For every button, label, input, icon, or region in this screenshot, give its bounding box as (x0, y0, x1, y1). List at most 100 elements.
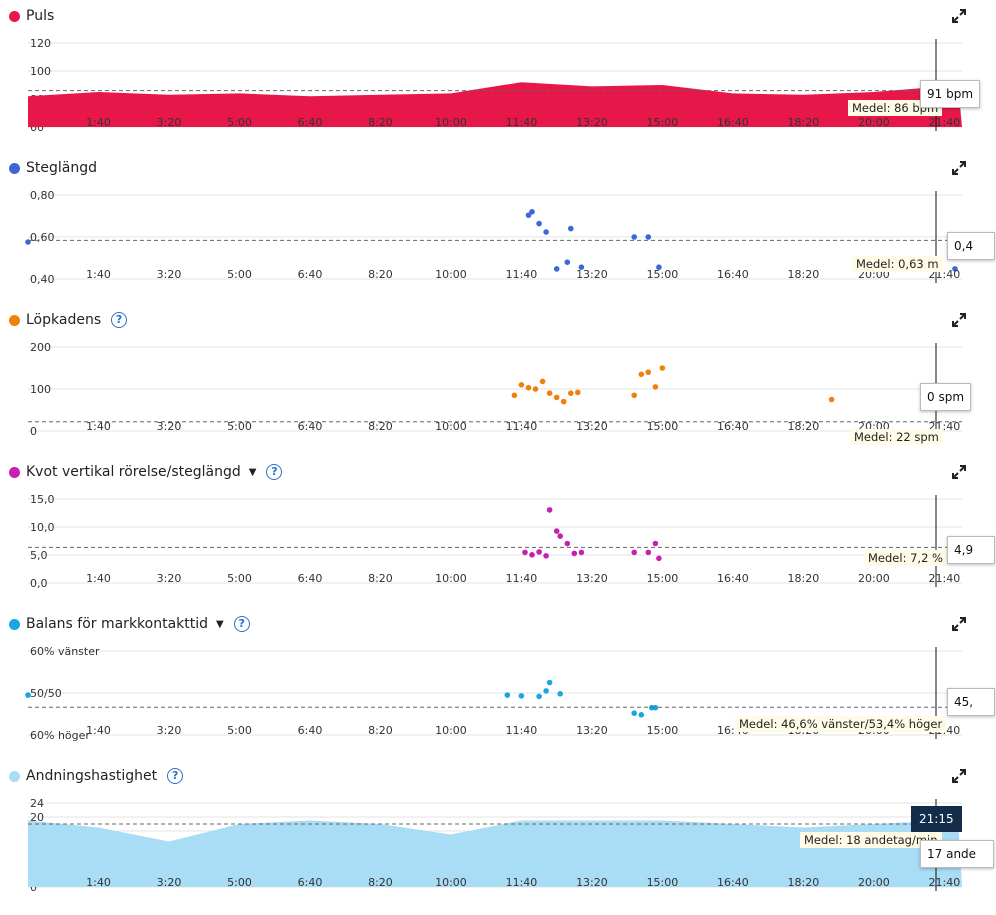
y-tick-label: 50/50 (30, 687, 62, 700)
panel-title: Löpkadens (26, 312, 102, 328)
y-tick-label: 20 (30, 811, 44, 824)
x-tick-label: 13:20 (576, 876, 608, 889)
data-point (564, 540, 571, 547)
expand-icon[interactable] (952, 617, 966, 631)
data-point (543, 229, 549, 235)
y-tick-label: 0 (30, 881, 37, 894)
data-point (529, 552, 535, 558)
x-tick-label: 3:20 (157, 876, 182, 889)
x-tick-label: 1:40 (86, 116, 111, 129)
x-tick-label: 16:40 (717, 876, 749, 889)
x-tick-label: 10:00 (435, 116, 467, 129)
panel-kvot: Kvot vertikal rörelse/steglängd ▼ ? 15,0… (0, 459, 996, 611)
data-point (638, 712, 645, 718)
series-color-dot (9, 618, 20, 630)
hover-tooltip: 91 bpm (920, 80, 981, 108)
expand-icon[interactable] (952, 9, 966, 23)
x-tick-label: 10:00 (435, 420, 467, 433)
y-tick-label: 10,0 (30, 521, 55, 534)
x-tick-label: 13:20 (576, 572, 608, 585)
data-point (652, 540, 659, 547)
x-tick-label: 11:40 (506, 268, 538, 281)
data-point (952, 266, 958, 272)
hover-tooltip: 4,9 (947, 536, 995, 564)
x-tick-label: 5:00 (227, 420, 252, 433)
series-color-dot (9, 466, 20, 478)
y-tick-label: 15,0 (30, 493, 55, 506)
data-point (631, 710, 637, 716)
hover-tooltip: 0,4 (947, 232, 995, 260)
x-tick-label: 5:00 (227, 876, 252, 889)
data-point (518, 382, 525, 388)
x-tick-label: 18:20 (788, 876, 820, 889)
y-tick-label: 120 (30, 37, 51, 50)
x-tick-label: 21:40 (929, 572, 961, 585)
x-tick-label: 11:40 (506, 420, 538, 433)
x-tick-label: 8:20 (368, 268, 393, 281)
x-tick-label: 1:40 (86, 876, 111, 889)
dropdown-caret-icon[interactable]: ▼ (216, 618, 224, 630)
expand-icon[interactable] (952, 313, 966, 327)
x-tick-label: 6:40 (298, 420, 323, 433)
x-tick-label: 15:00 (647, 420, 679, 433)
y-tick-label: 0 (30, 425, 37, 438)
data-point (560, 398, 567, 405)
help-icon[interactable]: ? (233, 616, 250, 632)
data-point (504, 692, 511, 698)
data-point (564, 259, 571, 265)
x-tick-label: 15:00 (647, 572, 679, 585)
data-point (553, 528, 560, 534)
x-tick-label: 15:00 (647, 116, 679, 129)
x-tick-label: 16:40 (717, 268, 749, 281)
x-tick-label: 5:00 (227, 268, 252, 281)
chart-andning: 242016128401:403:205:006:408:2010:0011:4… (28, 797, 962, 894)
x-tick-label: 13:20 (576, 724, 608, 737)
x-tick-label: 3:20 (157, 420, 182, 433)
dropdown-caret-icon[interactable]: ▼ (248, 466, 257, 478)
data-point (645, 234, 652, 240)
data-point (645, 549, 652, 556)
y-tick-label: 24 (30, 797, 44, 810)
data-point (828, 396, 835, 403)
expand-icon[interactable] (952, 769, 966, 783)
average-label: Medel: 18 andetag/min (800, 832, 942, 848)
x-tick-label: 3:20 (157, 724, 182, 737)
panel-header: Steglängd (9, 155, 97, 181)
data-point (532, 386, 539, 392)
series-color-dot (9, 162, 20, 174)
x-tick-label: 15:00 (647, 724, 679, 737)
average-label: Medel: 0,63 m (852, 256, 943, 272)
x-tick-label: 11:40 (506, 116, 538, 129)
help-icon[interactable]: ? (266, 464, 283, 480)
x-tick-label: 5:00 (227, 572, 252, 585)
x-tick-label: 16:40 (717, 572, 749, 585)
chart-lopkadens: 200 100 0 1:40 3:20 5:00 6:40 8:20 10:00 11:40 13:… (28, 341, 962, 438)
panel-lopkadens: Löpkadens ? 200 100 0 1:40 3:20 5:00 6:40 8:20 1… (0, 307, 996, 459)
y-tick-label: 5,0 (30, 549, 48, 562)
expand-icon[interactable] (952, 465, 966, 479)
help-icon[interactable]: ? (167, 768, 184, 784)
y-tick-label: 0,60 (30, 231, 55, 244)
hover-tooltip: 0 spm (920, 383, 972, 411)
data-point (511, 392, 518, 399)
x-tick-label: 11:40 (506, 724, 538, 737)
y-tick-label: 60% höger (30, 729, 90, 742)
expand-icon[interactable] (952, 161, 966, 175)
x-tick-label: 13:20 (576, 420, 608, 433)
x-tick-label: 20:00 (858, 116, 890, 129)
data-point (518, 693, 525, 699)
data-point (578, 549, 585, 556)
x-tick-label: 11:40 (506, 572, 538, 585)
data-point (557, 533, 563, 539)
x-tick-label: 5:00 (227, 724, 252, 737)
average-label: Medel: 7,2 % (864, 550, 947, 566)
y-tick-label: 0,0 (30, 577, 48, 590)
x-tick-label: 6:40 (298, 572, 323, 585)
chart-puls: 12010080601:403:205:006:408:2010:0011:40… (28, 37, 962, 134)
panel-steglangd: Steglängd 0,80 0,60 0,40 1:40 3:20 5:00 6:40 8:… (0, 155, 996, 307)
average-label: Medel: 22 spm (850, 429, 943, 445)
x-tick-label: 10:00 (435, 876, 467, 889)
help-icon[interactable]: ? (111, 312, 128, 328)
series-area (28, 82, 962, 127)
